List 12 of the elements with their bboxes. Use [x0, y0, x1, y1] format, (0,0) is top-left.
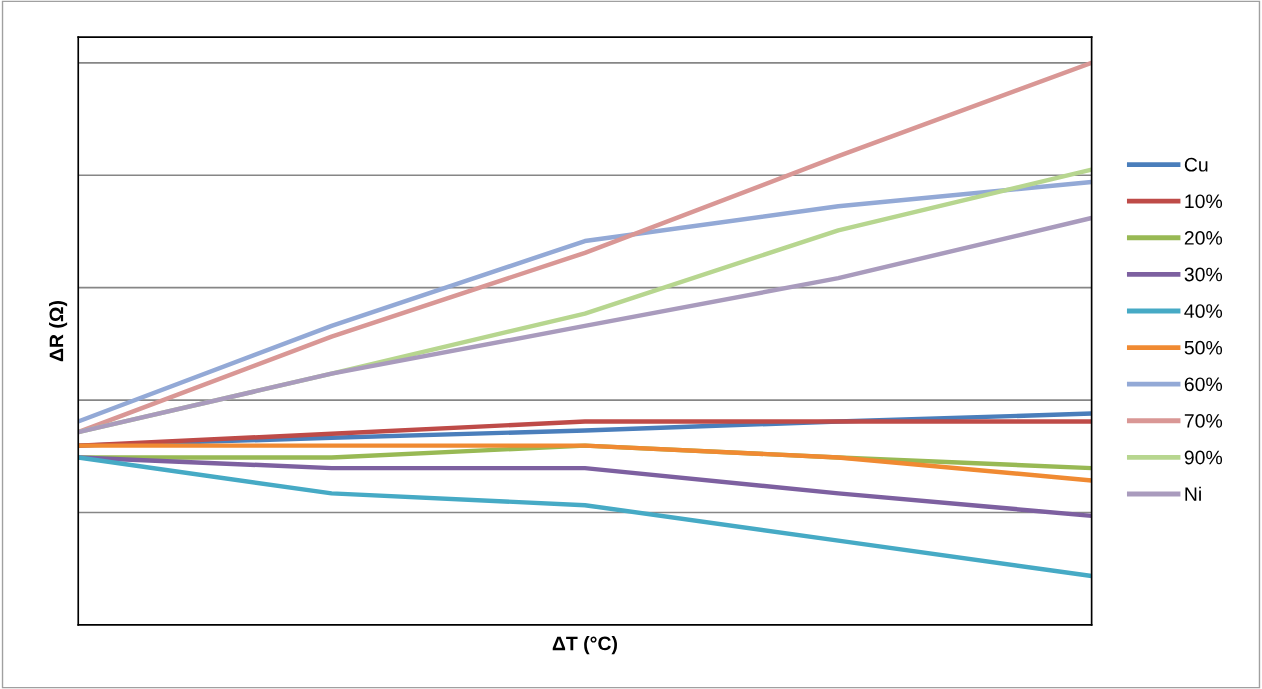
legend-label: Cu	[1184, 157, 1208, 172]
y-axis-title: ΔR (Ω)	[49, 301, 68, 362]
legend-label: 70%	[1184, 414, 1223, 428]
legend-label: 30%	[1184, 267, 1223, 282]
legend-label: 60%	[1184, 377, 1223, 392]
legend-label: 50%	[1184, 340, 1223, 355]
x-axis-title: ΔT (°C)	[552, 636, 617, 655]
legend-label: 10%	[1185, 194, 1223, 209]
legend-label: Ni	[1185, 486, 1201, 501]
legend-label: 20%	[1184, 231, 1223, 245]
legend-label: 40%	[1184, 304, 1223, 318]
legend-label: 90%	[1184, 450, 1223, 465]
